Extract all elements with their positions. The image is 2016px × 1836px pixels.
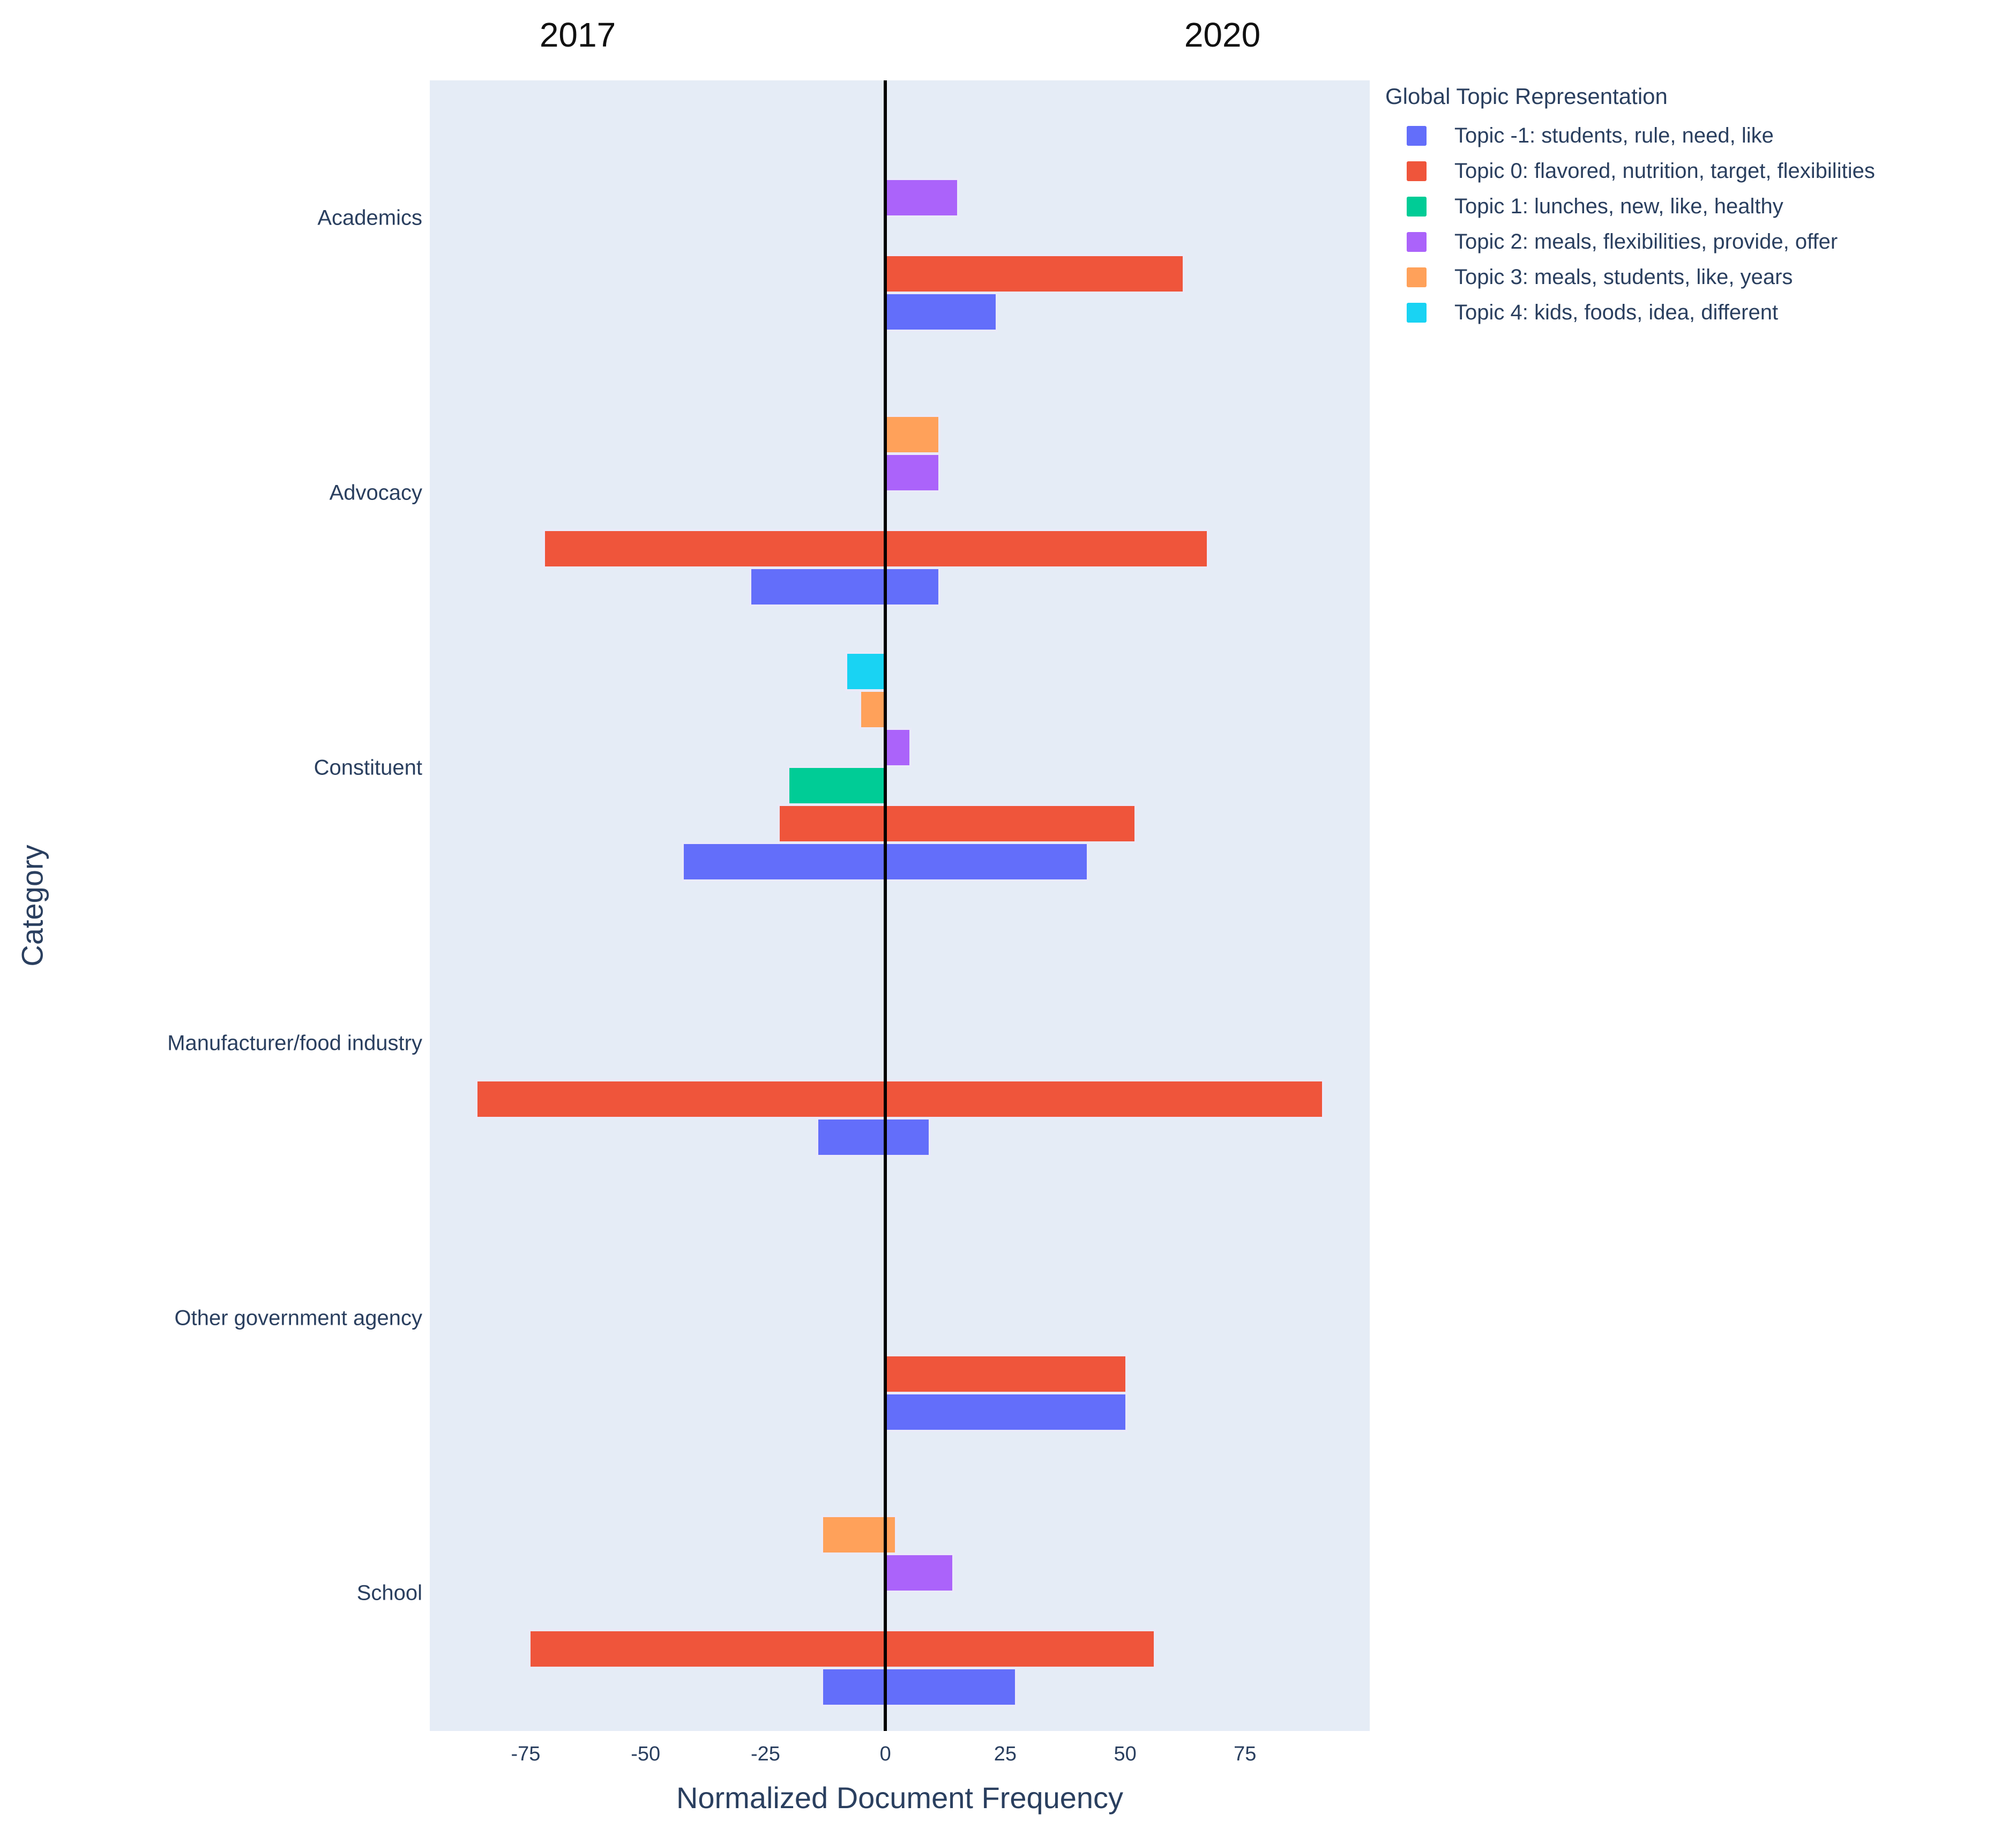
legend-item-label: Topic 4: kids, foods, idea, different	[1454, 300, 1779, 324]
y-tick-label: Other government agency	[174, 1306, 422, 1330]
bar	[818, 1119, 929, 1155]
x-tick-label: 50	[1114, 1743, 1137, 1765]
column-header-2017: 2017	[539, 16, 616, 54]
bar	[885, 256, 1183, 292]
legend-swatch-icon	[1407, 302, 1427, 323]
bar	[885, 730, 909, 766]
x-tick-label: 0	[879, 1743, 891, 1765]
bar	[885, 1555, 953, 1591]
x-axis-title: Normalized Document Frequency	[676, 1781, 1124, 1815]
bar	[530, 1631, 1154, 1667]
bar	[544, 531, 1207, 566]
y-tick-label: Advocacy	[329, 481, 422, 505]
bar	[847, 654, 886, 690]
bar	[861, 692, 886, 728]
bar	[789, 768, 886, 804]
legend-item-label: Topic 1: lunches, new, like, healthy	[1454, 194, 1783, 218]
legend-swatch-icon	[1407, 232, 1427, 252]
legend-item-label: Topic 3: meals, students, like, years	[1454, 265, 1793, 289]
legend: Global Topic Representation Topic -1: st…	[1385, 84, 1875, 330]
y-tick-label: Manufacturer/food industry	[167, 1031, 422, 1055]
bar	[885, 1356, 1125, 1392]
legend-item-label: Topic 0: flavored, nutrition, target, fl…	[1454, 159, 1875, 183]
bar	[751, 569, 938, 604]
legend-items: Topic -1: students, rule, need, like Topi…	[1385, 118, 1875, 330]
legend-item-label: Topic 2: meals, flexibilities, provide, …	[1454, 229, 1838, 253]
legend-title: Global Topic Representation	[1385, 84, 1668, 109]
legend-item-label: Topic -1: students, rule, need, like	[1454, 123, 1774, 147]
x-tick-label: -75	[511, 1743, 541, 1765]
legend-item[interactable]: Topic 2: meals, flexibilities, provide, …	[1385, 224, 1875, 259]
bar	[823, 1669, 1015, 1705]
legend-item[interactable]: Topic 3: meals, students, like, years	[1385, 259, 1875, 295]
legend-swatch-icon	[1407, 196, 1427, 217]
legend-item[interactable]: Topic 1: lunches, new, like, healthy	[1385, 189, 1875, 224]
y-tick-label: Constituent	[313, 756, 422, 780]
legend-item[interactable]: Topic 0: flavored, nutrition, target, fl…	[1385, 153, 1875, 189]
bar	[823, 1517, 895, 1553]
y-tick-label: School	[356, 1581, 422, 1605]
plot-area[interactable]	[430, 80, 1370, 1731]
bar	[885, 417, 938, 452]
legend-item[interactable]: Topic 4: kids, foods, idea, different	[1385, 295, 1875, 330]
x-tick-label: 25	[994, 1743, 1017, 1765]
legend-item[interactable]: Topic -1: students, rule, need, like	[1385, 118, 1875, 153]
x-tick-label: 75	[1234, 1743, 1257, 1765]
bar	[885, 455, 938, 490]
bar	[885, 1394, 1125, 1430]
x-tick-label: -25	[750, 1743, 780, 1765]
y-axis-title: Category	[15, 845, 49, 967]
y-tick-label: Academics	[317, 206, 422, 230]
bar	[885, 180, 958, 215]
legend-swatch-icon	[1407, 161, 1427, 181]
bar	[885, 294, 996, 330]
column-header-2020: 2020	[1184, 16, 1261, 54]
x-tick-label: -50	[631, 1743, 661, 1765]
legend-swatch-icon	[1407, 125, 1427, 146]
bar	[780, 806, 1135, 842]
legend-swatch-icon	[1407, 267, 1427, 287]
zero-line	[884, 80, 887, 1731]
bar	[477, 1081, 1322, 1117]
